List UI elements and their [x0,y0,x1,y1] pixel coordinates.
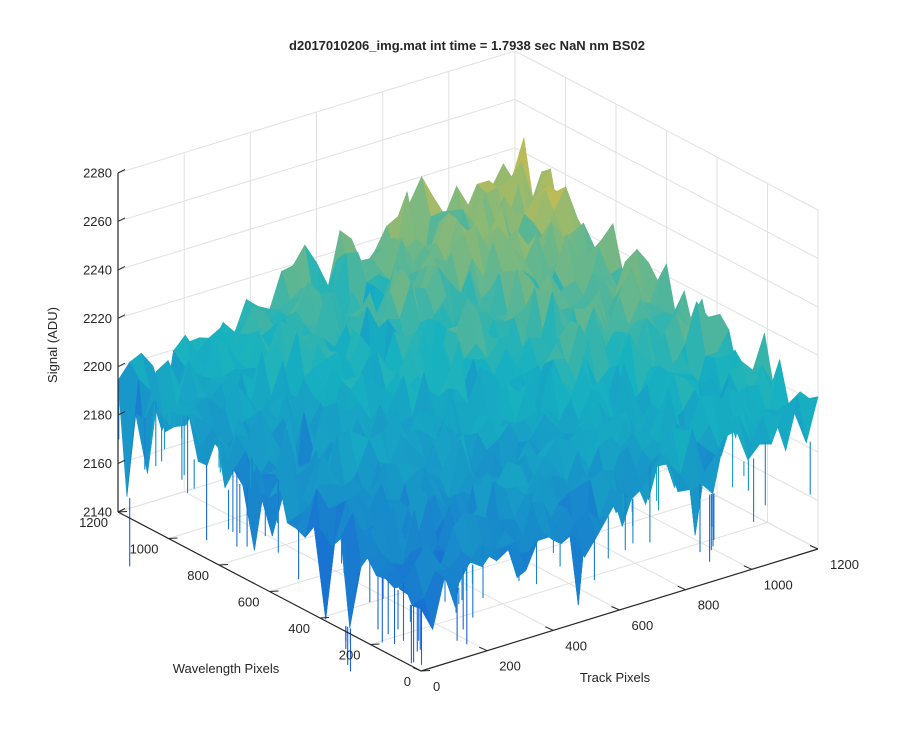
z-tick-label: 2220 [83,311,112,326]
surface-facet [411,598,433,630]
grid-line [117,50,516,174]
z-tick-label: 2260 [83,214,112,229]
y-tick-mark [168,537,178,539]
grid-line [117,147,516,271]
y-tick-label: 1200 [79,515,108,530]
y-tick-mark [319,617,330,619]
z-tick-label: 2200 [83,359,112,374]
x-tick-label: 0 [433,679,440,694]
y-tick-mark [420,670,431,672]
z-tick-mark [117,314,126,319]
z-tick-mark [117,169,126,174]
x-tick-label: 600 [632,618,654,633]
z-tick-label: 2180 [83,408,112,423]
z-tick-mark [117,362,126,368]
x-tick-mark [545,626,554,631]
z-axis-label: Signal (ADU) [45,307,60,383]
z-tick-mark [117,411,126,416]
z-tick-mark [117,459,126,465]
y-tick-mark [370,643,380,645]
y-tick-label: 400 [288,621,310,636]
grid-line [370,522,768,645]
x-tick-label: 400 [565,638,587,653]
z-tick-label: 2160 [83,456,112,471]
x-axis-label: Track Pixels [580,670,651,685]
surface-layer [117,137,819,672]
grid-line [514,147,819,308]
x-tick-mark [677,585,686,591]
text-layer: d2017010206_img.mat int time = 1.7938 se… [45,38,859,694]
z-tick-mark [117,265,126,271]
z-tick-mark [117,508,126,513]
x-tick-mark [743,565,753,570]
y-tick-label: 600 [238,595,260,610]
x-tick-label: 800 [698,598,720,613]
grid-line [514,98,819,259]
z-tick-label: 2140 [83,505,112,520]
x-tick-mark [809,545,819,550]
y-tick-label: 0 [404,674,411,689]
z-tick-label: 2280 [83,166,112,181]
x-tick-label: 1000 [764,577,793,592]
y-axis-label: Wavelength Pixels [173,661,280,676]
x-tick-mark [478,646,488,652]
z-tick-label: 2240 [83,262,112,277]
x-tick-mark [611,606,620,611]
y-tick-mark [269,590,279,592]
y-tick-mark [117,511,128,513]
x-tick-label: 1200 [830,557,859,572]
y-tick-mark [218,564,229,566]
y-tick-label: 200 [339,648,361,663]
surface-facet [117,361,139,497]
grid-line [117,98,516,222]
chart-title: d2017010206_img.mat int time = 1.7938 se… [289,38,645,53]
z-tick-mark [117,217,126,222]
grid-line [514,50,819,211]
y-tick-label: 1000 [130,542,159,557]
y-tick-label: 800 [187,568,209,583]
x-tick-label: 200 [499,659,521,674]
axis-layer [117,169,819,672]
x-tick-mark [412,667,422,672]
